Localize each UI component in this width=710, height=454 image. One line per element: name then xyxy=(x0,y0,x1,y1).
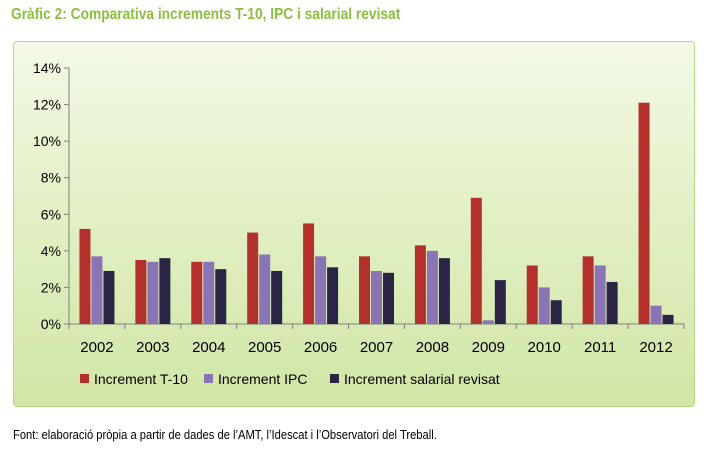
bar-2002-series-3 xyxy=(103,270,115,324)
bar-2010-series-1 xyxy=(526,265,538,324)
y-tick-label: 0% xyxy=(41,316,61,332)
bar-2004-series-2 xyxy=(203,261,215,324)
x-tick-label: 2008 xyxy=(416,339,449,356)
x-tick-label: 2006 xyxy=(304,339,337,356)
y-tick-label: 6% xyxy=(41,206,61,222)
y-tick-label: 14% xyxy=(33,60,61,76)
y-tick-label: 10% xyxy=(33,133,61,149)
bar-2012-series-1 xyxy=(638,102,650,324)
bar-2006-series-3 xyxy=(327,267,339,324)
bar-2012-series-3 xyxy=(662,314,674,324)
bar-2004-series-1 xyxy=(191,261,203,324)
bar-2005-series-1 xyxy=(247,232,259,324)
bar-2011-series-2 xyxy=(594,265,606,324)
bar-2003-series-3 xyxy=(159,258,171,324)
legend-label-3: Increment salarial revisat xyxy=(344,371,500,387)
x-tick-label: 2007 xyxy=(360,339,393,356)
bar-2012-series-2 xyxy=(650,305,662,324)
legend-swatch-1 xyxy=(80,374,89,383)
x-tick-label: 2004 xyxy=(192,339,225,356)
y-tick-label: 4% xyxy=(41,243,61,259)
bar-2011-series-3 xyxy=(606,281,618,324)
bar-2006-series-1 xyxy=(303,223,315,324)
bar-2008-series-1 xyxy=(414,245,426,324)
bar-2004-series-3 xyxy=(215,269,227,324)
bar-2009-series-1 xyxy=(470,197,482,324)
bar-2010-series-3 xyxy=(550,300,562,324)
legend-label-2: Increment IPC xyxy=(218,371,307,387)
y-tick-label: 12% xyxy=(33,97,61,113)
bar-2009-series-3 xyxy=(494,280,506,324)
chart-title: Gràfic 2: Comparativa increments T-10, I… xyxy=(11,6,401,23)
bar-2008-series-3 xyxy=(438,258,450,324)
bar-2006-series-2 xyxy=(315,256,327,324)
bar-2007-series-2 xyxy=(371,270,382,324)
x-tick-label: 2011 xyxy=(584,339,616,356)
x-tick-label: 2002 xyxy=(80,339,113,356)
bar-2003-series-2 xyxy=(147,261,159,324)
bar-2011-series-1 xyxy=(582,256,594,324)
legend-label-1: Increment T-10 xyxy=(94,371,188,387)
bar-2007-series-1 xyxy=(359,256,370,324)
legend-swatch-3 xyxy=(330,374,339,383)
x-tick-label: 2005 xyxy=(248,339,281,356)
bar-2005-series-3 xyxy=(271,270,283,324)
bar-2007-series-3 xyxy=(383,272,394,324)
x-tick-label: 2009 xyxy=(472,339,505,356)
bar-2005-series-2 xyxy=(259,254,271,324)
x-tick-label: 2003 xyxy=(136,339,169,356)
bar-2002-series-1 xyxy=(79,228,91,324)
bar-2009-series-2 xyxy=(482,320,494,324)
bar-2003-series-1 xyxy=(135,260,147,324)
bar-2002-series-2 xyxy=(91,256,103,324)
bar-chart: 0% 2% 4% 6% 8% 10% 12% 14% 2002 2003 2004 2005 2006 2… xyxy=(33,60,685,387)
y-tick-label: 8% xyxy=(41,170,61,186)
bar-2008-series-2 xyxy=(426,250,438,324)
legend-swatch-2 xyxy=(204,374,213,383)
y-tick-label: 2% xyxy=(41,279,61,295)
x-tick-label: 2012 xyxy=(639,339,672,356)
bar-2010-series-2 xyxy=(538,287,550,324)
chart-frame: 0% 2% 4% 6% 8% 10% 12% 14% 2002 2003 2004 2005 2006 2… xyxy=(13,41,695,407)
source-note: Font: elaboració pròpia a partir de dade… xyxy=(13,427,437,442)
x-tick-label: 2010 xyxy=(528,339,561,356)
